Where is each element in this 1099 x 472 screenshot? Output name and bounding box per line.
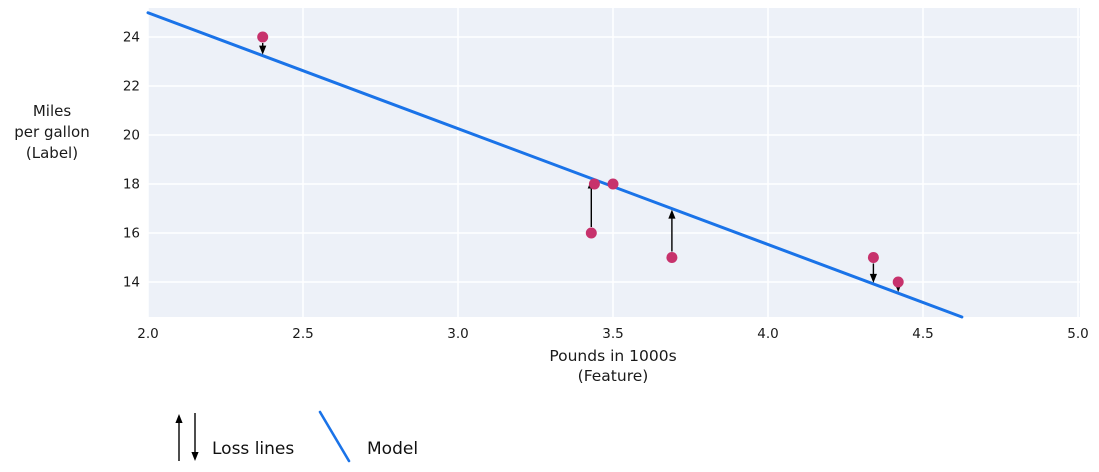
x-tick-label: 3.5 — [602, 326, 623, 342]
loss-arrow-head — [869, 273, 877, 283]
data-point — [867, 252, 879, 263]
data-point — [607, 178, 619, 190]
data-point — [257, 31, 269, 43]
data-point — [588, 178, 600, 190]
legend-loss-up-arrow-icon-head — [175, 414, 183, 423]
data-point — [666, 252, 678, 263]
legend-loss-down-arrow-icon-head — [191, 452, 199, 461]
data-point — [892, 276, 904, 288]
y-axis-label-line: per gallon — [14, 123, 90, 141]
y-axis-label-line: (Label) — [25, 144, 79, 162]
plot-background — [148, 8, 1080, 317]
model-line — [146, 11, 964, 319]
y-tick-label: 16 — [123, 226, 140, 242]
legend-label-model: Model — [367, 439, 419, 459]
y-tick-label: 24 — [123, 30, 140, 46]
x-tick-label: 5.0 — [1067, 326, 1088, 342]
x-axis-label: Pounds in 1000s (Feature) — [463, 346, 763, 386]
loss-arrow-head — [259, 45, 267, 55]
x-tick-label: 2.0 — [137, 326, 158, 342]
legend-model-line-icon — [318, 410, 351, 463]
y-axis-label: Miles per gallon (Label) — [0, 101, 104, 164]
x-tick-label: 2.5 — [292, 326, 313, 342]
legend-label-loss-lines: Loss lines — [212, 439, 295, 459]
x-tick-label: 3.0 — [447, 326, 468, 342]
loss-arrow-head — [668, 209, 676, 219]
y-tick-label: 14 — [123, 275, 140, 291]
y-tick-label: 18 — [123, 177, 140, 193]
x-axis-label-line: (Feature) — [577, 367, 649, 385]
x-axis-label-line: Pounds in 1000s — [549, 347, 677, 365]
y-tick-label: 20 — [123, 128, 140, 144]
y-axis-label-line: Miles — [32, 102, 72, 120]
data-point — [585, 227, 597, 239]
x-tick-label: 4.5 — [912, 326, 933, 342]
y-tick-label: 22 — [123, 79, 140, 95]
x-tick-label: 4.0 — [757, 326, 778, 342]
